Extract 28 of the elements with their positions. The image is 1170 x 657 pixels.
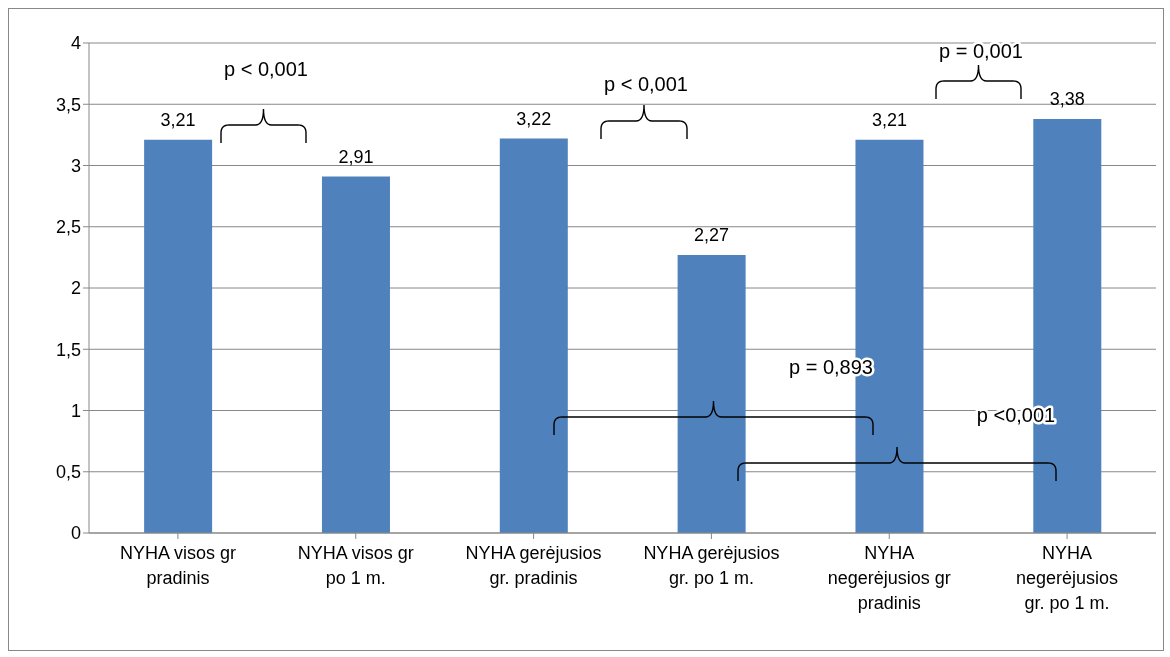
bar xyxy=(499,138,568,533)
y-tick-label: 3 xyxy=(70,155,81,176)
data-label: 2,27 xyxy=(694,224,730,245)
annotation: p < 0,001 xyxy=(604,73,688,95)
y-tick-label: 3,5 xyxy=(55,94,81,115)
y-tick-label: 2,5 xyxy=(55,217,81,238)
x-tick-label: NYHA visos gr po 1 m. xyxy=(297,543,414,588)
y-tick-label: 1,5 xyxy=(55,339,81,360)
annotation: p < 0,001 xyxy=(224,58,308,80)
x-tick-label: NYHA visos gr pradinis xyxy=(119,543,236,588)
annotation: p = 0,001 xyxy=(939,40,1023,62)
data-label: 3,21 xyxy=(871,109,907,130)
x-tick-label: NYHA gerėjusios gr. po 1 m. xyxy=(643,543,780,588)
x-tick-label: NYHA negerėjusios gr pradinis xyxy=(827,543,951,613)
bar xyxy=(144,139,213,533)
y-tick-label: 4 xyxy=(70,33,81,54)
data-label: 3,38 xyxy=(1049,88,1085,109)
data-label: 2,91 xyxy=(338,146,374,167)
bar xyxy=(321,176,390,533)
y-tick-label: 1 xyxy=(70,400,81,421)
bar xyxy=(677,254,746,533)
x-tick-label: NYHA gerėjusios gr. pradinis xyxy=(465,543,602,588)
y-tick-label: 0,5 xyxy=(55,462,81,483)
data-label: 3,21 xyxy=(160,109,196,130)
data-label: 3,22 xyxy=(516,108,552,129)
x-tick-label: NYHA negerėjusios gr. po 1 m. xyxy=(1016,543,1119,613)
y-tick-label: 2 xyxy=(70,278,81,299)
y-tick-label: 0 xyxy=(70,523,81,544)
